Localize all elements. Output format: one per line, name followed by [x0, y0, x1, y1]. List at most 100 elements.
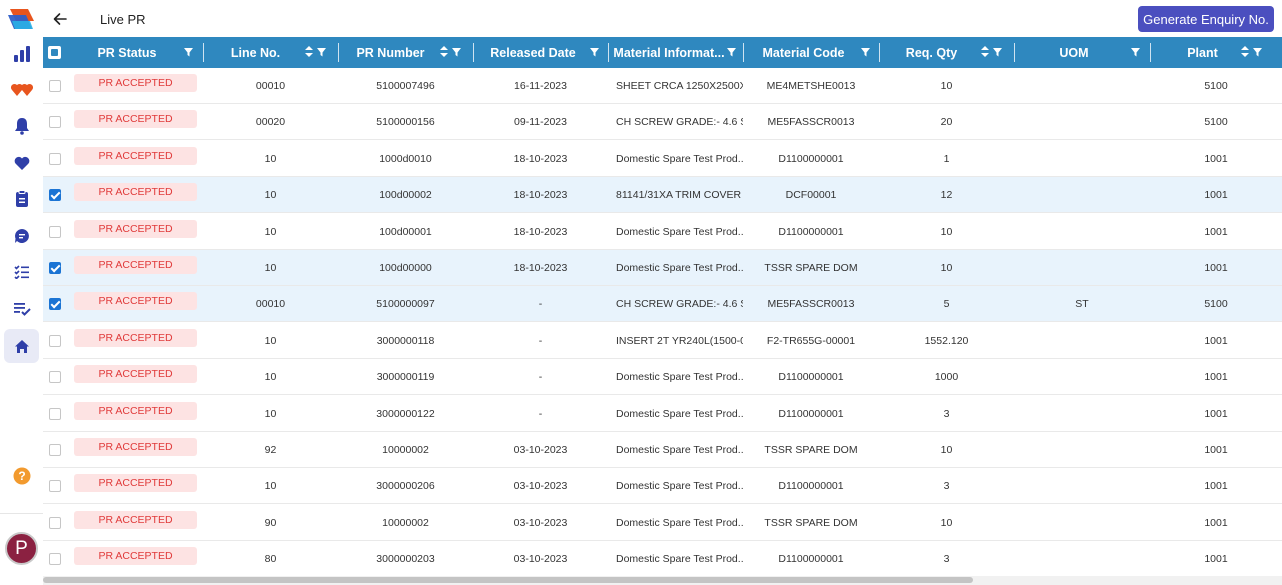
cell-plant: 1001: [1204, 407, 1228, 420]
avatar[interactable]: P: [5, 532, 38, 565]
column-separator[interactable]: [338, 43, 339, 62]
row-checkbox[interactable]: [49, 225, 61, 238]
cell-qty: 10: [940, 80, 953, 92]
cell-code: D1100000001: [778, 371, 844, 384]
cell-material: Domestic Spare Test Prod...: [616, 371, 743, 384]
row-checkbox[interactable]: [49, 262, 61, 274]
back-arrow-icon[interactable]: [50, 9, 70, 29]
sort-icon[interactable]: [440, 44, 448, 62]
row-checkbox[interactable]: [49, 152, 61, 165]
svg-text:?: ?: [18, 469, 25, 483]
column-header-pr[interactable]: PR Number: [356, 45, 425, 60]
cell-material: Domestic Spare Test Prod...: [616, 152, 743, 165]
row-checkbox[interactable]: [49, 80, 61, 92]
column-separator[interactable]: [1014, 43, 1015, 62]
column-header-uom[interactable]: UOM: [1059, 45, 1089, 60]
scrollbar-thumb[interactable]: [43, 577, 973, 583]
cell-uom: [1014, 250, 1150, 286]
filter-icon[interactable]: [861, 44, 870, 62]
row-checkbox[interactable]: [49, 371, 61, 384]
column-header-status[interactable]: PR Status: [97, 45, 157, 60]
cell-pr: 100d00000: [379, 262, 432, 274]
table-row[interactable]: PR ACCEPTED 00010 5100000097 - CH SCREW GRAD…: [43, 286, 1282, 323]
table-row[interactable]: PR ACCEPTED 00020 5100000156 09-11-2023 CH S…: [43, 104, 1282, 141]
bar-chart-icon[interactable]: [10, 42, 34, 66]
select-all-checkbox[interactable]: [48, 46, 61, 59]
cell-material: Domestic Spare Test Prod...: [616, 516, 743, 529]
heart-icon[interactable]: [10, 151, 34, 175]
status-badge: PR ACCEPTED: [74, 438, 197, 456]
cell-code: TSSR SPARE DOM: [764, 516, 858, 529]
table-row[interactable]: PR ACCEPTED 90 10000002 03-10-2023 Domestic …: [43, 505, 1282, 541]
task-check-icon[interactable]: [10, 297, 34, 321]
sort-icon[interactable]: [981, 44, 989, 62]
filter-icon[interactable]: [1253, 44, 1262, 62]
filter-icon[interactable]: [317, 44, 326, 62]
filter-icon[interactable]: [993, 44, 1002, 62]
row-checkbox[interactable]: [49, 334, 61, 347]
cell-qty: 3: [943, 553, 950, 566]
column-separator[interactable]: [879, 43, 880, 62]
row-checkbox[interactable]: [49, 444, 61, 456]
table-row[interactable]: PR ACCEPTED 10 3000000119 - Domestic Spare T…: [43, 359, 1282, 396]
cell-qty: 3: [943, 407, 950, 420]
table-row[interactable]: PR ACCEPTED 10 3000000206 03-10-2023 Domesti…: [43, 468, 1282, 505]
column-separator[interactable]: [473, 43, 474, 62]
status-badge: PR ACCEPTED: [74, 401, 197, 420]
table-row[interactable]: PR ACCEPTED 00010 5100007496 16-11-2023 SHEE…: [43, 68, 1282, 104]
table-row[interactable]: PR ACCEPTED 10 3000000122 - Domestic Spare T…: [43, 396, 1282, 432]
row-checkbox[interactable]: [49, 553, 61, 566]
table-row[interactable]: PR ACCEPTED 10 3000000118 - INSERT 2T YR240L…: [43, 323, 1282, 359]
column-header-qty[interactable]: Req. Qty: [905, 45, 958, 60]
page-title: Live PR: [100, 12, 146, 27]
cell-line: 00010: [255, 298, 286, 311]
cell-date: 03-10-2023: [513, 480, 568, 493]
checklist-icon[interactable]: [10, 260, 34, 284]
sort-icon[interactable]: [305, 44, 313, 62]
cell-pr: 5100007496: [376, 80, 435, 92]
column-header-date[interactable]: Released Date: [490, 45, 576, 60]
chat-bubble-icon[interactable]: [10, 224, 34, 248]
row-checkbox[interactable]: [49, 189, 61, 202]
cell-code: D1100000001: [778, 225, 844, 238]
bell-icon[interactable]: [10, 114, 34, 138]
hearts-icon[interactable]: [10, 77, 34, 101]
filter-icon[interactable]: [184, 44, 193, 62]
cell-qty: 3: [943, 480, 950, 493]
column-separator[interactable]: [608, 43, 609, 62]
sort-icon[interactable]: [1241, 44, 1249, 62]
column-header-line[interactable]: Line No.: [230, 45, 281, 60]
status-badge: PR ACCEPTED: [74, 547, 197, 566]
cell-plant: 1001: [1204, 480, 1228, 493]
cell-pr: 5100000097: [376, 298, 435, 311]
row-checkbox[interactable]: [49, 116, 61, 129]
cell-code: F2-TR655G-00001: [766, 334, 856, 347]
horizontal-scrollbar[interactable]: [43, 576, 1282, 585]
home-icon[interactable]: [4, 329, 39, 363]
column-separator[interactable]: [203, 43, 204, 62]
row-checkbox[interactable]: [49, 516, 61, 529]
table-row[interactable]: PR ACCEPTED 92 10000002 03-10-2023 Domestic …: [43, 432, 1282, 468]
column-header-material[interactable]: Material Informat...: [613, 45, 725, 60]
table-row[interactable]: PR ACCEPTED 10 1000d0010 18-10-2023 Domestic…: [43, 141, 1282, 177]
row-checkbox[interactable]: [49, 298, 61, 311]
cell-code: TSSR SPARE DOM: [764, 444, 858, 456]
document-list-icon[interactable]: [10, 187, 34, 211]
status-badge: PR ACCEPTED: [74, 510, 197, 529]
table-row[interactable]: PR ACCEPTED 10 100d00001 18-10-2023 Domestic…: [43, 214, 1282, 250]
filter-icon[interactable]: [727, 44, 736, 62]
row-checkbox[interactable]: [49, 480, 61, 493]
column-separator[interactable]: [1150, 43, 1151, 62]
filter-icon[interactable]: [1131, 44, 1140, 62]
column-header-code[interactable]: Material Code: [762, 45, 845, 60]
filter-icon[interactable]: [452, 44, 461, 62]
column-separator[interactable]: [743, 43, 744, 62]
filter-icon[interactable]: [590, 44, 599, 62]
table-row[interactable]: PR ACCEPTED 10 100d00002 18-10-2023 81141/31…: [43, 177, 1282, 214]
column-header-plant[interactable]: Plant: [1187, 45, 1218, 60]
generate-enquiry-button[interactable]: Generate Enquiry No.: [1138, 6, 1274, 32]
table-row[interactable]: PR ACCEPTED 80 3000000203 03-10-2023 Domesti…: [43, 541, 1282, 577]
help-icon[interactable]: ?: [10, 464, 34, 488]
row-checkbox[interactable]: [49, 407, 61, 420]
table-row[interactable]: PR ACCEPTED 10 100d00000 18-10-2023 Domestic…: [43, 250, 1282, 286]
